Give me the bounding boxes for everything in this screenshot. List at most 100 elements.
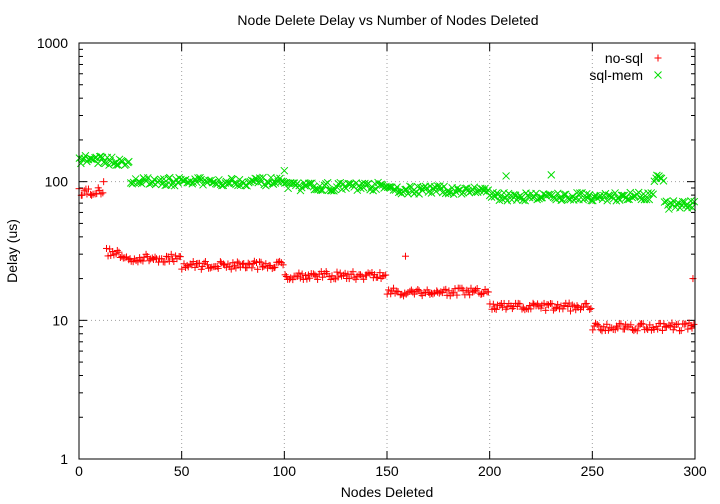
data-point: [363, 180, 371, 189]
y-tick-label: 1000: [37, 35, 68, 51]
data-point: [247, 176, 256, 185]
data-point: [659, 177, 668, 185]
data-point: [587, 305, 595, 313]
data-point: [276, 257, 284, 265]
data-point: [115, 248, 123, 256]
data-point: [473, 285, 481, 293]
data-point: [205, 176, 213, 185]
data-point: [471, 188, 480, 197]
data-point: [418, 186, 427, 195]
data-point: [298, 270, 306, 278]
data-point: [377, 180, 386, 189]
data-point: [580, 194, 589, 203]
data-point: [449, 289, 457, 297]
data-point: [393, 183, 401, 191]
data-point: [459, 188, 468, 197]
data-point: [257, 258, 265, 266]
data-point: [390, 284, 398, 292]
data-point: [589, 326, 597, 334]
data-point: [588, 196, 597, 205]
data-point: [487, 193, 496, 201]
data-point: [165, 173, 174, 182]
data-point: [597, 326, 605, 334]
data-point: [95, 186, 103, 194]
legend-label: no-sql: [605, 50, 643, 66]
y-tick-label: 100: [45, 174, 69, 190]
data-point: [333, 268, 341, 276]
data-point: [97, 190, 105, 198]
data-point: [645, 195, 654, 204]
data-point: [258, 263, 266, 271]
data-point: [310, 185, 319, 194]
data-point: [489, 300, 497, 308]
data-point: [227, 265, 235, 273]
series-sql-mem: [75, 151, 699, 213]
data-point: [401, 252, 409, 260]
x-tick-label: 250: [581, 463, 605, 479]
data-point: [289, 276, 297, 284]
data-point: [492, 189, 501, 198]
data-point: [296, 274, 304, 282]
data-point: [248, 264, 256, 272]
data-point: [150, 175, 159, 184]
data-point: [234, 181, 242, 190]
data-point: [642, 195, 651, 204]
data-point: [516, 300, 524, 308]
data-point: [306, 274, 314, 282]
data-point: [374, 273, 382, 281]
data-point: [126, 179, 135, 187]
data-point: [353, 186, 362, 195]
data-point: [134, 258, 142, 266]
data-point: [213, 180, 221, 189]
data-point: [94, 159, 102, 168]
data-point: [318, 186, 327, 195]
data-point: [661, 323, 669, 331]
y-tick-label: 1: [60, 451, 68, 467]
data-point: [345, 275, 353, 283]
data-point: [567, 307, 575, 315]
data-point: [178, 265, 186, 273]
data-point: [192, 178, 201, 187]
x-tick-label: 100: [273, 463, 297, 479]
data-point: [649, 190, 657, 199]
data-point: [470, 183, 479, 192]
data-point: [161, 181, 170, 190]
data-point: [614, 324, 622, 332]
data-point: [617, 191, 626, 200]
data-point: [191, 263, 199, 271]
data-point: [573, 302, 581, 310]
data-point: [323, 178, 332, 187]
data-point: [559, 305, 567, 313]
data-point: [603, 196, 612, 205]
data-point: [527, 305, 535, 313]
data-point: [586, 305, 594, 313]
data-point: [170, 181, 179, 190]
plot-frame: [78, 42, 696, 460]
data-point: [269, 180, 278, 188]
data-point: [137, 179, 146, 188]
data-point: [304, 179, 313, 188]
data-point: [553, 304, 561, 312]
y-axis-title: Delay (us): [4, 219, 20, 283]
data-point: [690, 320, 698, 328]
data-point: [402, 290, 410, 298]
data-point: [519, 304, 527, 312]
data-point: [376, 269, 384, 277]
data-point: [361, 179, 369, 188]
legend-label: sql-mem: [589, 67, 643, 83]
data-point: [279, 261, 287, 269]
data-point: [334, 273, 342, 281]
data-point: [176, 253, 184, 261]
data-point: [427, 189, 436, 197]
data-point: [246, 260, 254, 268]
data-point: [484, 288, 492, 296]
data-point: [95, 152, 104, 161]
data-point: [634, 188, 643, 197]
data-point: [222, 263, 230, 271]
data-point: [158, 255, 166, 263]
data-point: [84, 185, 92, 193]
data-point: [537, 193, 545, 202]
data-point: [203, 261, 211, 269]
data-point: [196, 173, 204, 182]
data-point: [213, 262, 221, 270]
